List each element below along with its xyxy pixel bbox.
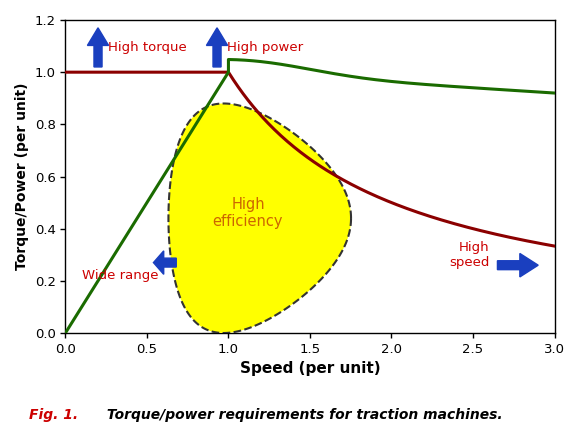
Text: High power: High power	[227, 41, 303, 54]
Text: Torque/power requirements for traction machines.: Torque/power requirements for traction m…	[102, 408, 502, 422]
X-axis label: Speed (per unit): Speed (per unit)	[240, 361, 380, 376]
Polygon shape	[498, 253, 538, 277]
Polygon shape	[206, 28, 227, 67]
Text: High torque: High torque	[108, 41, 187, 54]
Y-axis label: Torque/Power (per unit): Torque/Power (per unit)	[15, 83, 29, 270]
Text: Wide range: Wide range	[82, 269, 158, 282]
Polygon shape	[154, 251, 176, 274]
Text: High
speed: High speed	[449, 241, 490, 269]
Text: Fig. 1.: Fig. 1.	[29, 408, 78, 422]
Text: High
efficiency: High efficiency	[213, 197, 283, 229]
Polygon shape	[88, 28, 108, 67]
Polygon shape	[168, 104, 351, 333]
